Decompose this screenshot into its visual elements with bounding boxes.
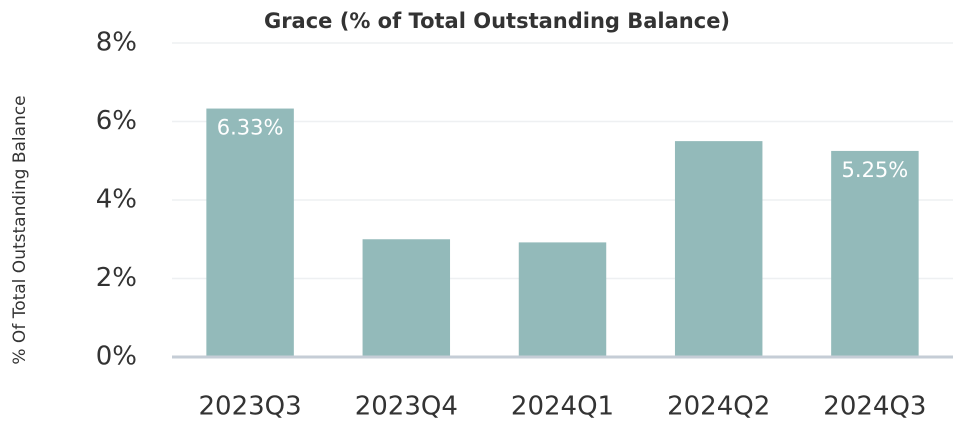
y-tick-label: 4%: [96, 185, 137, 215]
bar: [206, 108, 294, 357]
y-tick-label: 8%: [96, 28, 137, 58]
x-tick-label: 2023Q3: [199, 392, 302, 421]
y-tick-label: 6%: [96, 106, 137, 136]
value-label: 5.25%: [842, 158, 909, 182]
x-tick-label: 2024Q2: [667, 392, 770, 421]
value-label: 6.33%: [217, 116, 284, 140]
y-axis-label: % Of Total Outstanding Balance: [10, 95, 30, 364]
chart-title: Grace (% of Total Outstanding Balance): [264, 9, 730, 33]
bar: [831, 150, 919, 357]
bar: [674, 141, 763, 357]
y-tick-label: 0%: [96, 342, 137, 372]
bar: [518, 242, 607, 357]
x-tick-label: 2023Q4: [355, 392, 458, 421]
bar: [362, 239, 451, 357]
y-tick-label: 2%: [96, 263, 137, 293]
x-tick-label: 2024Q1: [511, 392, 614, 421]
x-tick-label: 2024Q3: [823, 392, 926, 421]
